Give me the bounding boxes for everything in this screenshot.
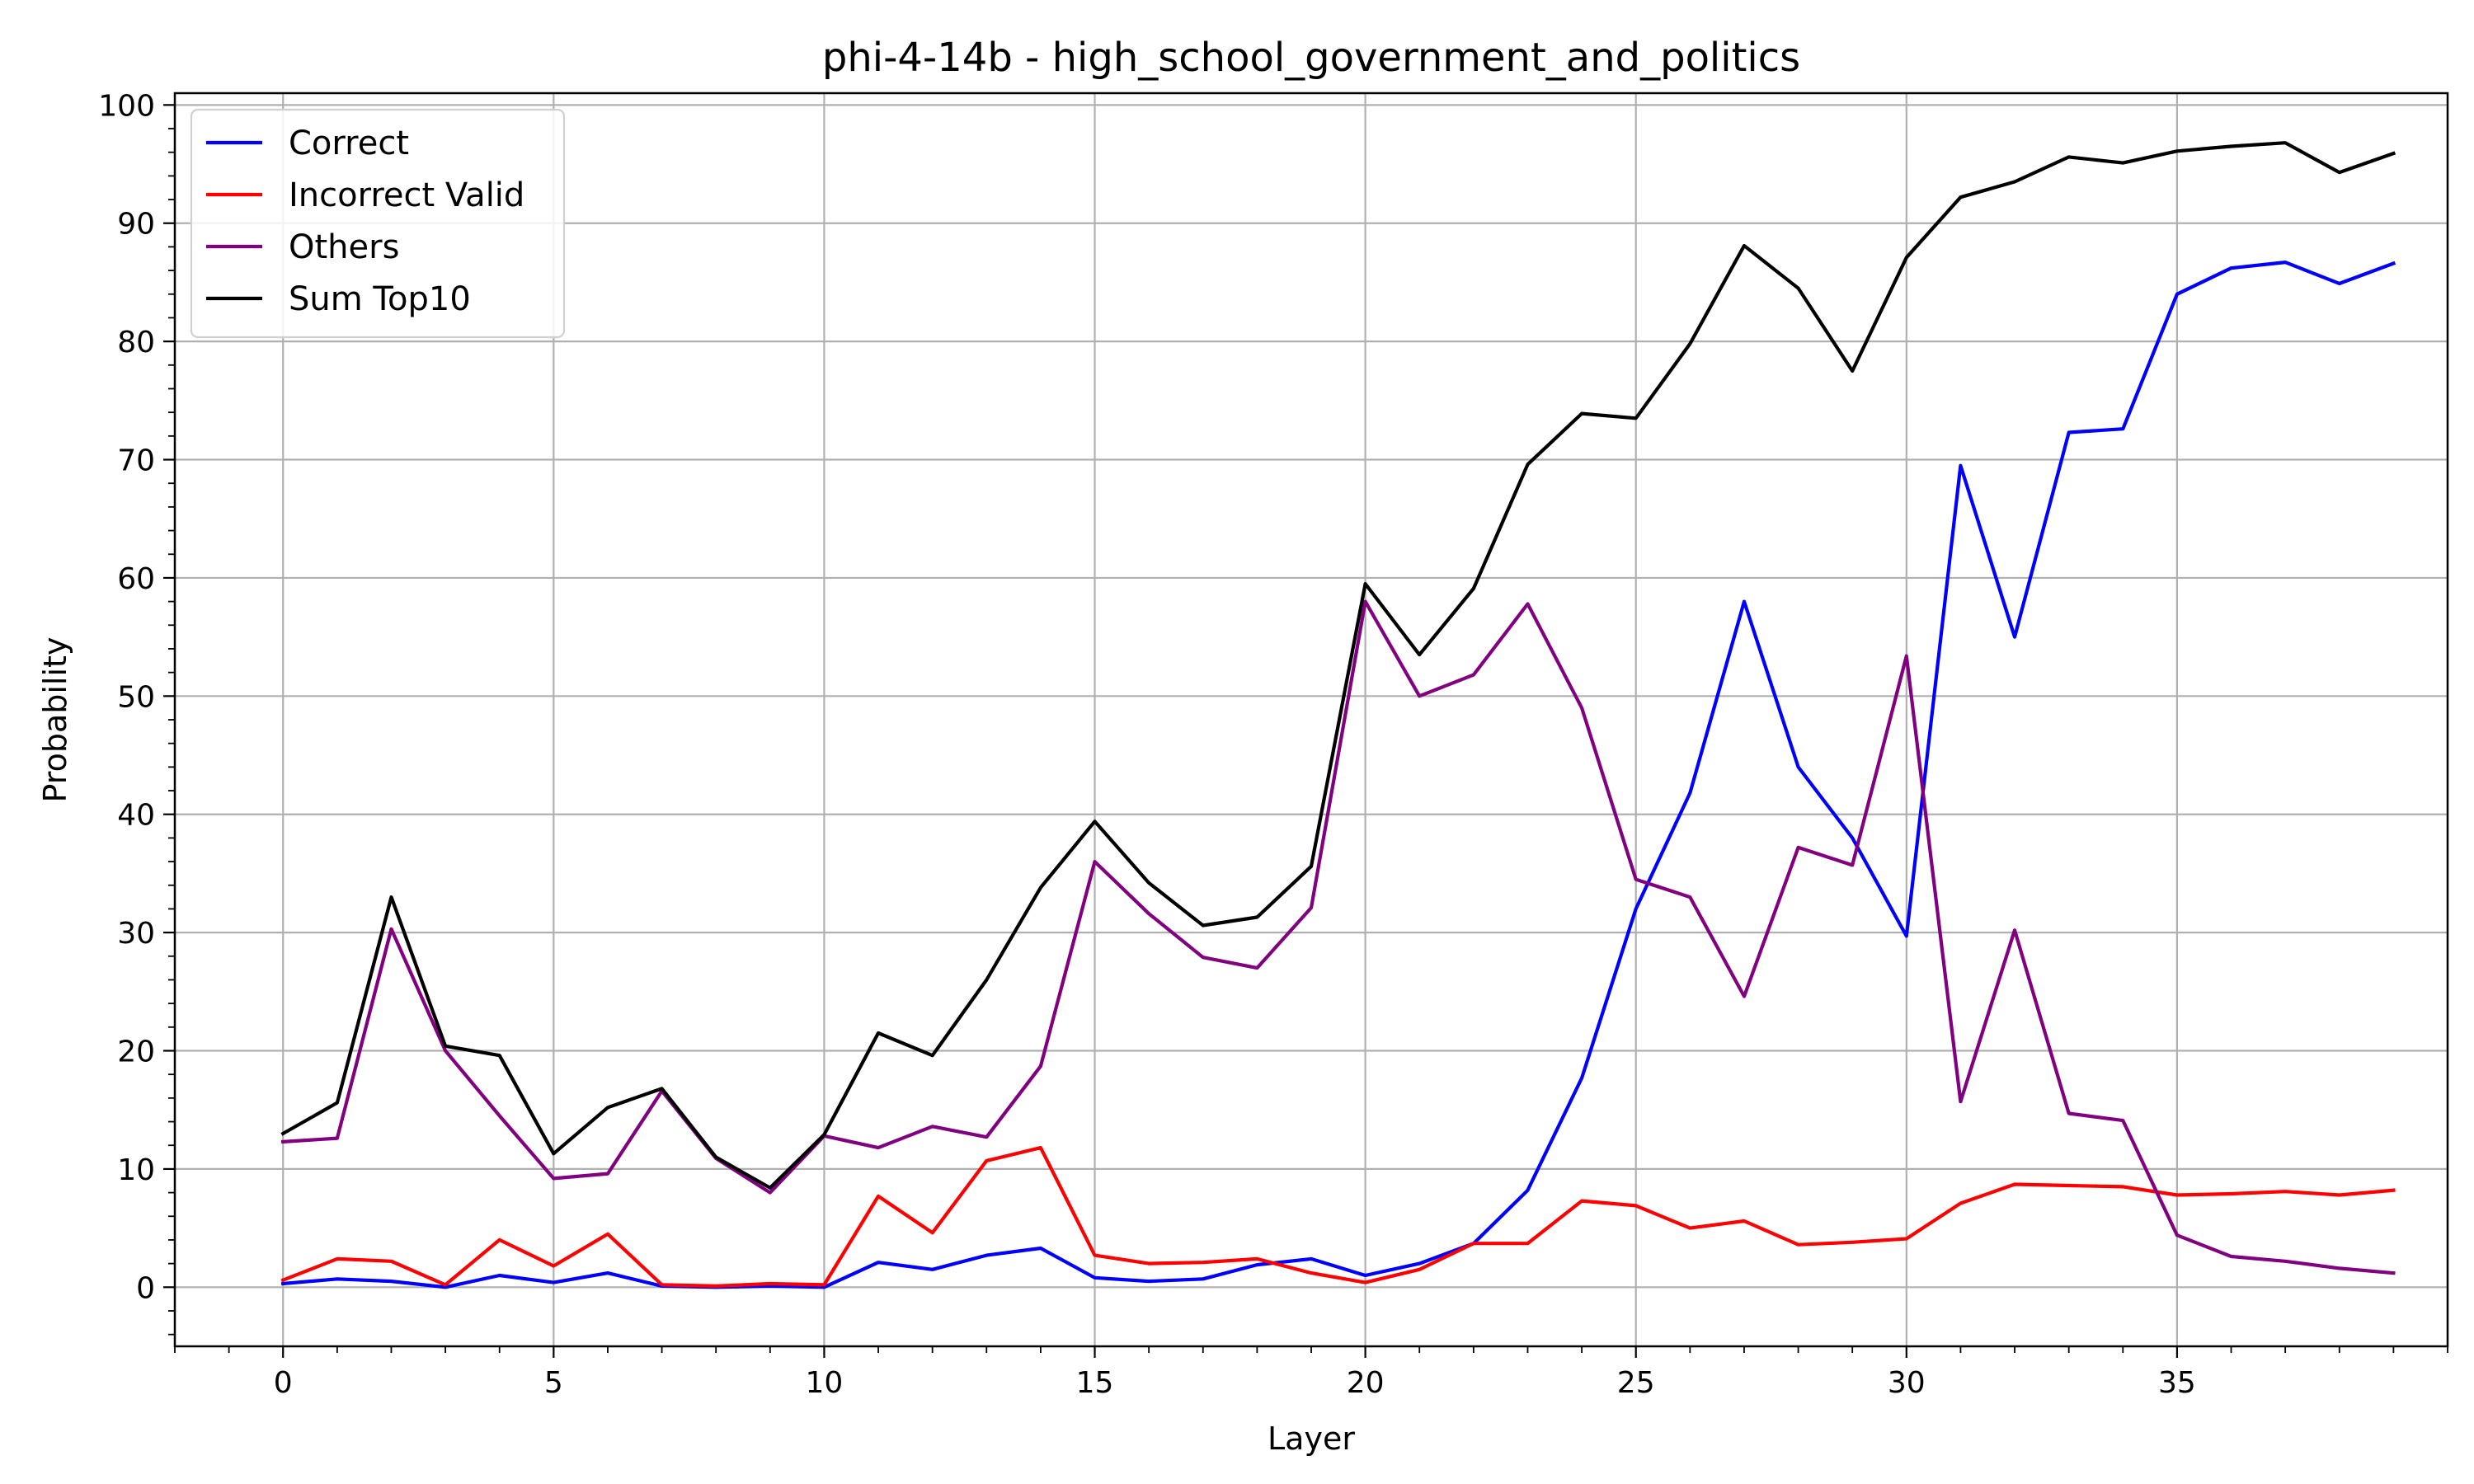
- legend-entry: Sum Top10: [289, 280, 471, 318]
- series-line-others: [280, 599, 2396, 1275]
- y-tick-label: 30: [117, 917, 155, 951]
- chart-title: phi-4-14b - high_school_government_and_p…: [822, 35, 1800, 81]
- axis-ticks: 0 5 10 15 20 25 30 35 0 10 20 30 40 50 60 70 80 90 100: [98, 89, 2448, 1400]
- series-line-correct: [280, 261, 2396, 1289]
- legend: Correct Incorrect Valid Others Sum Top10: [190, 108, 566, 339]
- x-tick-label: 30: [1888, 1366, 1926, 1400]
- y-tick-label: 40: [117, 799, 155, 833]
- series-line-sum-top10: [280, 141, 2396, 1190]
- x-tick-label: 0: [274, 1366, 293, 1400]
- x-tick-label: 35: [2158, 1366, 2196, 1400]
- y-tick-label: 60: [117, 562, 155, 596]
- legend-box: [190, 108, 566, 339]
- y-tick-label: 80: [117, 326, 155, 359]
- y-tick-label: 20: [117, 1036, 155, 1069]
- y-tick-label: 70: [117, 444, 155, 478]
- legend-entry: Correct: [289, 124, 409, 162]
- y-tick-label: 0: [136, 1271, 155, 1305]
- x-tick-label: 5: [544, 1366, 563, 1400]
- x-tick-label: 25: [1617, 1366, 1655, 1400]
- y-tick-label: 10: [117, 1153, 155, 1187]
- series-line-incorrect-valid: [280, 1145, 2396, 1289]
- x-tick-label: 10: [806, 1366, 844, 1400]
- x-tick-label: 15: [1076, 1366, 1114, 1400]
- grid: [175, 93, 2448, 1346]
- x-tick-label: 20: [1347, 1366, 1385, 1400]
- y-tick-label: 50: [117, 680, 155, 714]
- legend-entry: Incorrect Valid: [289, 176, 524, 214]
- y-tick-label: 90: [117, 208, 155, 242]
- y-tick-label: 100: [98, 89, 155, 123]
- series-lines: [280, 141, 2396, 1289]
- y-axis-label: Probability: [37, 637, 73, 803]
- legend-entry: Others: [289, 228, 399, 266]
- x-axis-label: Layer: [1268, 1421, 1355, 1457]
